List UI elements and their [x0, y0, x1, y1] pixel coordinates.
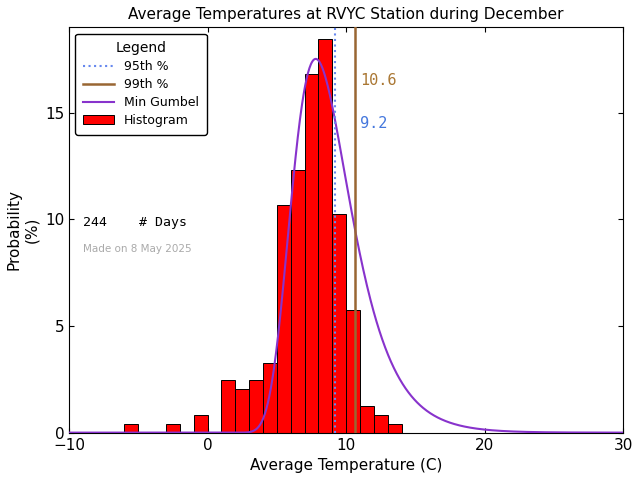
Bar — [346, 310, 360, 432]
Bar — [236, 389, 249, 432]
Bar — [319, 39, 332, 432]
Bar — [263, 363, 277, 432]
Text: 244    # Days: 244 # Days — [83, 216, 187, 229]
Legend: 95th %, 99th %, Min Gumbel, Histogram: 95th %, 99th %, Min Gumbel, Histogram — [76, 34, 207, 134]
Bar — [374, 415, 388, 432]
Bar — [249, 380, 263, 432]
Bar — [332, 214, 346, 432]
Bar — [360, 407, 374, 432]
Text: 9.2: 9.2 — [360, 116, 387, 131]
Y-axis label: Probability
(%): Probability (%) — [7, 190, 39, 270]
Bar — [291, 170, 305, 432]
Bar — [388, 424, 402, 432]
Bar — [124, 424, 138, 432]
Bar — [305, 74, 319, 432]
Text: 10.6: 10.6 — [360, 73, 397, 88]
Text: Made on 8 May 2025: Made on 8 May 2025 — [83, 244, 191, 254]
Title: Average Temperatures at RVYC Station during December: Average Temperatures at RVYC Station dur… — [129, 7, 564, 22]
X-axis label: Average Temperature (C): Average Temperature (C) — [250, 458, 442, 473]
Bar — [194, 415, 207, 432]
Bar — [221, 380, 236, 432]
Bar — [166, 424, 180, 432]
Bar — [277, 205, 291, 432]
